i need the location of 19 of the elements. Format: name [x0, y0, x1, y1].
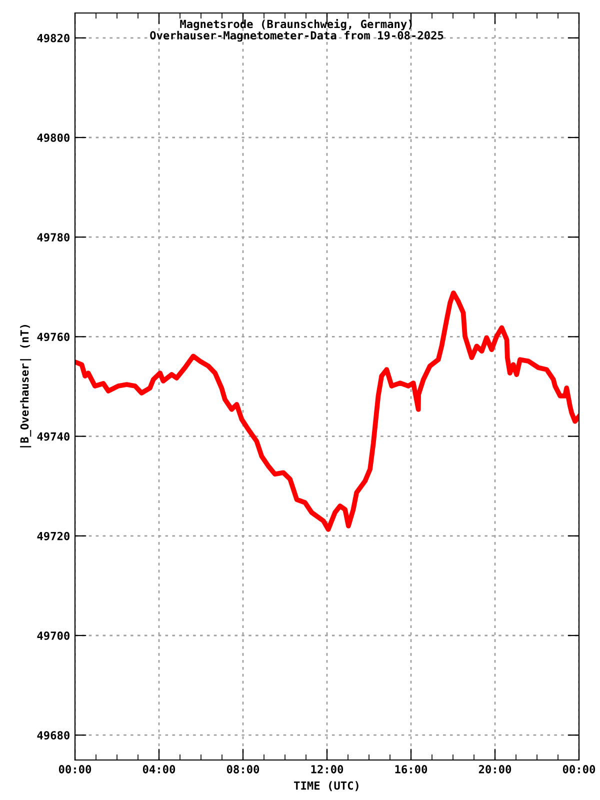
- x-axis-title: TIME (UTC): [294, 781, 358, 792]
- y-tick-label: 49780: [37, 233, 70, 242]
- y-tick-label: 49760: [37, 332, 70, 342]
- text: Magnetsrode (Braunschweig, Germany): [180, 18, 412, 30]
- y-tick-label: 49680: [37, 731, 70, 740]
- x-tick-label: 16:00: [395, 765, 428, 774]
- y-axis-title: |B_Overhauser| (nT): [20, 325, 32, 448]
- text: Overhauser-Magnetometer-Data from 19-08-2025: [150, 30, 444, 42]
- y-tick-label: 49720: [37, 532, 70, 540]
- x-tick-label: 08:00: [226, 765, 260, 774]
- x-tick-label: 00:00: [58, 765, 92, 774]
- x-tick-label: 04:00: [142, 765, 176, 774]
- x-tick-label: 00:00: [562, 765, 596, 774]
- y-tick-label: 49820: [37, 34, 70, 42]
- x-tick-label: 20:00: [478, 765, 512, 774]
- x-tick-label: 12:00: [311, 765, 344, 774]
- y-tick-label: 49800: [37, 133, 70, 142]
- y-tick-label: 49740: [37, 432, 70, 441]
- y-tick-label: 49700: [37, 631, 70, 640]
